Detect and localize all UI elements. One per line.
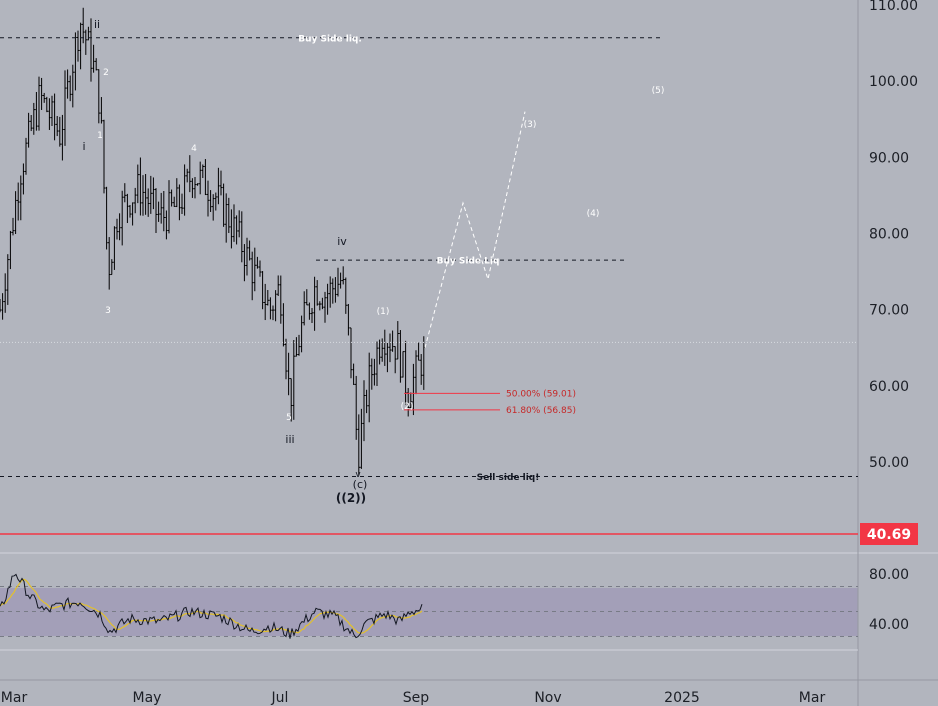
wave-label-white: (4) — [587, 209, 600, 219]
time-tick-label: Mar — [1, 690, 28, 706]
liquidity-level-label: Sell side liq! — [477, 473, 540, 483]
price-tick-label: 80.00 — [869, 227, 909, 243]
rsi-ma-line — [0, 578, 423, 634]
fibonacci-levels: 50.00% (59.01) 61.80% (56.85) — [404, 389, 576, 416]
wave-projection — [424, 111, 526, 348]
liquidity-level-label: Buy Side liq. — [298, 34, 362, 44]
wave-label-black: ((2)) — [336, 491, 366, 505]
rsi-line — [0, 573, 423, 639]
time-tick-label: Nov — [534, 690, 561, 706]
price-pane-bg — [0, 0, 858, 553]
projection-path[interactable] — [424, 111, 526, 348]
price-tick-label: 100.00 — [869, 74, 918, 90]
wave-label-white: (1) — [377, 307, 390, 317]
wave-label-white: 1 — [97, 131, 103, 141]
fib-level-label: 50.00% (59.01) — [506, 389, 576, 399]
price-axis[interactable]: 110.00 100.00 90.00 80.00 70.00 60.00 50.00 — [869, 0, 918, 471]
wave-label-black: i — [82, 140, 85, 153]
time-axis[interactable]: Mar May Jul Sep Nov 2025 Mar — [1, 690, 826, 706]
time-tick-label: Sep — [403, 690, 430, 706]
time-tick-label: May — [133, 690, 162, 706]
wave-label-black: (c) — [353, 478, 368, 491]
liquidity-levels: Buy Side liq. Buy Side Liq Sell side liq! — [0, 34, 858, 483]
price-tick-label: 60.00 — [869, 379, 909, 395]
price-tick-label: 70.00 — [869, 303, 909, 319]
wave-label-white: 3 — [105, 306, 111, 316]
wave-label-black: v — [355, 470, 361, 480]
rsi-tick-label: 40.00 — [869, 617, 909, 633]
wave-label-black: iii — [285, 433, 294, 446]
wave-label-black: iv — [337, 235, 347, 248]
wave-label-white: 5 — [286, 413, 292, 423]
wave-label-white: (2) — [401, 402, 414, 412]
candlestick-series — [0, 7, 858, 476]
price-tick-label: 90.00 — [869, 150, 909, 166]
time-tick-label: Mar — [799, 690, 826, 706]
price-tick-label: 110.00 — [869, 0, 918, 14]
rsi-tick-label: 80.00 — [869, 567, 909, 583]
wave-label-white: (5) — [652, 86, 665, 96]
liquidity-level-label: Buy Side Liq — [437, 257, 500, 267]
current-price-badge-bg — [860, 523, 918, 545]
rsi-indicator — [0, 573, 858, 651]
wave-label-black: ii — [94, 18, 100, 31]
current-price-badge[interactable]: 40.69 — [860, 523, 918, 545]
wave-label-white: (3) — [524, 120, 537, 130]
wave-label-white: 2 — [103, 68, 109, 78]
time-tick-label: Jul — [271, 690, 289, 706]
fib-level-label: 61.80% (56.85) — [506, 406, 576, 416]
time-tick-label: 2025 — [664, 690, 700, 706]
wave-label-white: 4 — [191, 144, 197, 154]
current-price-label: 40.69 — [867, 527, 911, 543]
rsi-axis[interactable]: 80.00 40.00 — [869, 567, 909, 633]
price-tick-label: 50.00 — [869, 455, 909, 471]
